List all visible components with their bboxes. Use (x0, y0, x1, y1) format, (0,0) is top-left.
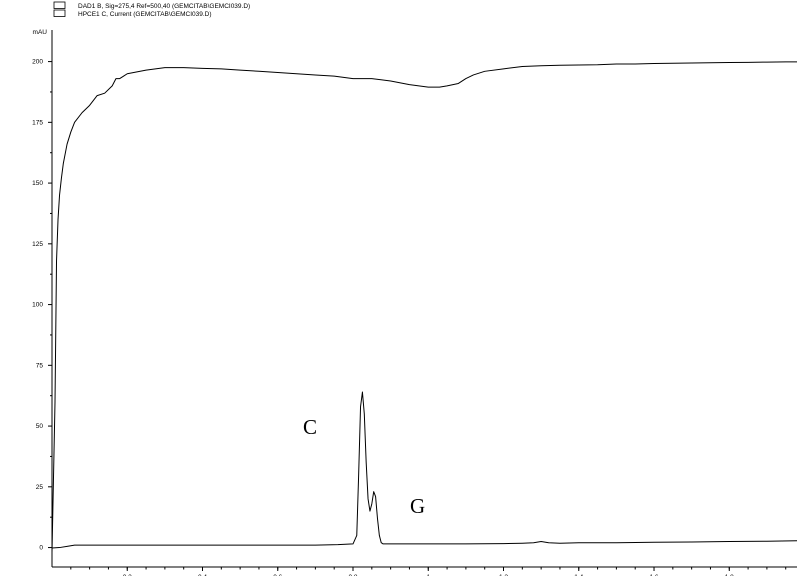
series-line-dad-signal (51, 391, 797, 549)
x-tick-label: 1.8 (725, 574, 734, 576)
legend-entry-2: HPCE1 C, Current (GEMCITAB\GEMCI039.D) (78, 11, 212, 18)
y-tick-label: 200 (32, 59, 43, 66)
legend-swatch-1 (53, 1, 66, 9)
x-tick-label: 1.2 (499, 574, 508, 576)
series-line-hpce-current (51, 61, 797, 553)
x-tick-label: 0.6 (273, 574, 282, 576)
peak-annotation-g: G (410, 494, 425, 518)
peak-annotation-c: C (303, 415, 317, 439)
legend: DAD1 B, Sig=275,4 Ref=500,40 (GEMCITAB\G… (53, 1, 250, 18)
x-axis-ticks: 0.2 0.4 0.6 0.8 1 1.2 1.4 1.6 1.8 (70, 567, 787, 576)
series-lines (51, 61, 797, 553)
y-tick-label: 0 (39, 545, 43, 552)
y-tick-label: 100 (32, 302, 43, 309)
y-tick-label: 75 (36, 362, 44, 369)
legend-entry-1: DAD1 B, Sig=275,4 Ref=500,40 (GEMCITAB\G… (78, 3, 250, 10)
x-tick-label: 1.4 (574, 574, 583, 576)
y-axis-ticks: 0 25 50 75 100 125 150 175 200 (32, 59, 52, 552)
x-tick-label: 0.2 (123, 574, 132, 576)
y-tick-label: 25 (36, 484, 44, 491)
y-tick-label: 125 (32, 241, 43, 248)
y-axis-unit-label: mAU (33, 29, 48, 36)
x-tick-label: 1 (426, 574, 430, 576)
x-tick-label: 1.6 (649, 574, 658, 576)
y-tick-label: 175 (32, 119, 43, 126)
legend-swatch-2 (53, 9, 66, 17)
x-tick-label: 0.4 (198, 574, 207, 576)
y-tick-label: 50 (36, 423, 44, 430)
x-tick-label: 0.8 (348, 574, 357, 576)
y-tick-label: 150 (32, 180, 43, 187)
